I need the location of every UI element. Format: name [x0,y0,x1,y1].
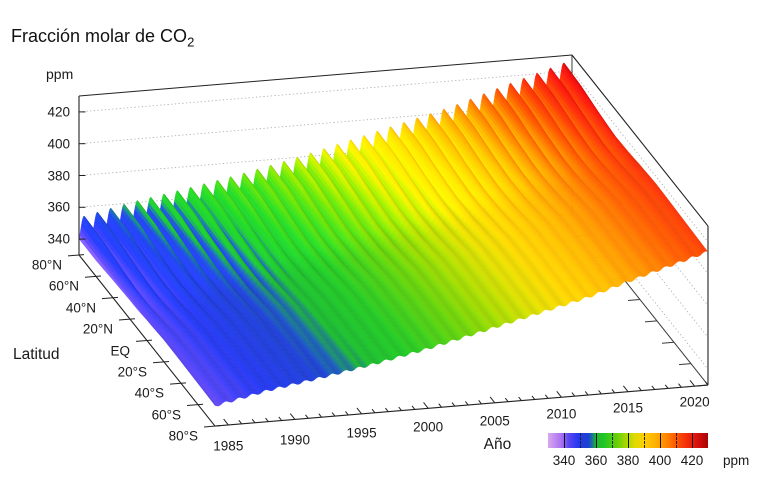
x-tick-label: 2015 [613,400,644,416]
z-tick-label: 420 [47,104,70,120]
lat-axis-title: Latitud [13,346,60,363]
colorbar-minor-tick [644,433,646,448]
x-tick-label: 2000 [413,419,444,435]
lat-tick-label: 20°N [82,321,113,337]
z-tick-label: 380 [47,168,70,183]
chart-title-subscript: 2 [187,34,195,50]
x-tick-label: 1995 [346,425,377,441]
colorbar-minor-tick [612,433,614,448]
x-tick-label: 1990 [279,432,310,448]
lat-tick-label: 80°N [31,257,62,273]
lat-tick-label: 40°S [134,385,164,401]
colorbar-tick-label: 360 [584,453,608,468]
lat-tick-label: 60°S [151,407,181,423]
chart-title: Fracción molar de CO2 [11,26,194,50]
colorbar-minor-tick [676,433,678,448]
x-tick-label: 1985 [213,438,244,454]
lat-tick-label: 80°S [168,428,198,444]
lat-tick-label: 60°N [48,278,79,294]
z-tick-label: 400 [47,136,70,152]
x-tick-label: 2010 [546,406,577,422]
colorbar-tick-label: 380 [616,453,640,468]
colorbar-major-tick [596,433,598,448]
colorbar [548,433,708,448]
z-axis-unit: ppm [46,66,74,82]
colorbar-tick-label: 400 [648,453,672,468]
lat-tick-label: EQ [110,343,130,359]
colorbar-major-tick [660,433,662,448]
lat-tick-label: 20°S [117,364,147,380]
chart-title-text: Fracción molar de CO [11,26,188,46]
z-tick-label: 340 [47,231,70,247]
colorbar-major-tick [692,433,694,448]
colorbar-tick-label: 340 [552,453,576,468]
colorbar-minor-tick [580,433,582,448]
x-tick-label: 2005 [479,413,510,429]
colorbar-unit: ppm [723,453,750,468]
colorbar-major-tick [628,433,630,448]
colorbar-major-tick [564,433,566,448]
z-tick-label: 360 [47,199,70,215]
lat-tick-label: 40°N [65,300,96,316]
colorbar-tick-label: 420 [680,453,704,468]
x-tick-label: 2020 [679,394,710,410]
x-axis-title: Año [483,435,512,453]
